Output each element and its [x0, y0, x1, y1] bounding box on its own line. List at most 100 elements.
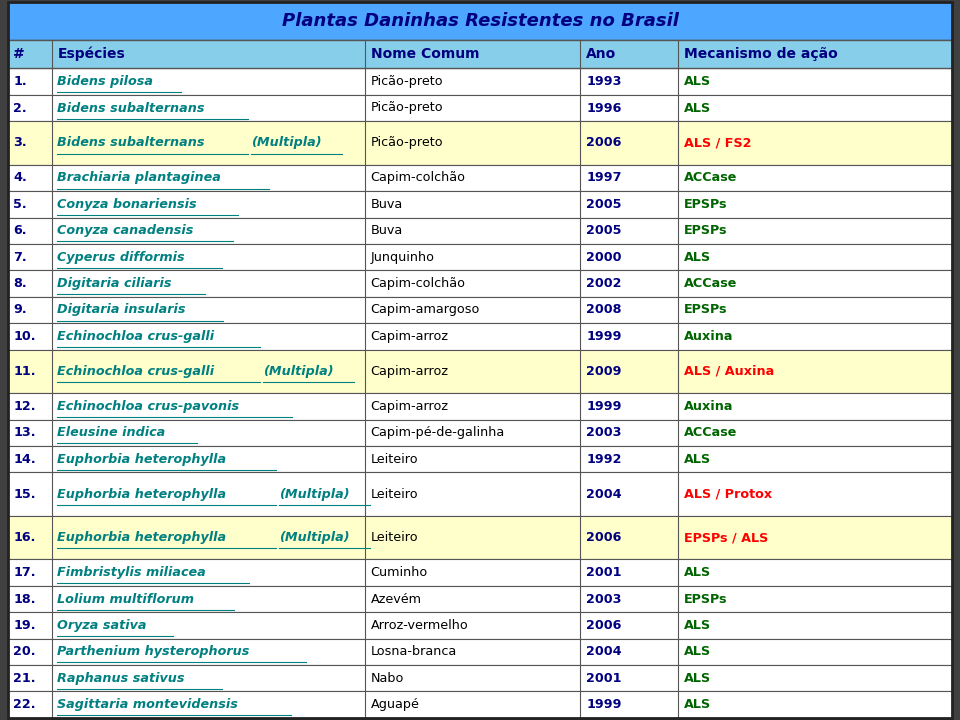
- Text: 17.: 17.: [13, 566, 36, 579]
- Bar: [8, 516, 952, 559]
- Bar: [8, 472, 952, 516]
- Text: 1.: 1.: [13, 75, 27, 88]
- Text: EPSPs: EPSPs: [684, 593, 728, 606]
- Text: 2009: 2009: [587, 365, 621, 378]
- Text: Auxina: Auxina: [684, 330, 733, 343]
- Text: ALS: ALS: [684, 645, 711, 658]
- Text: ACCase: ACCase: [684, 171, 737, 184]
- Text: 6.: 6.: [13, 224, 27, 238]
- Bar: [8, 639, 952, 665]
- Bar: [8, 612, 952, 639]
- Text: 15.: 15.: [13, 487, 36, 500]
- Text: 2006: 2006: [587, 137, 621, 150]
- Text: Capim-colchão: Capim-colchão: [371, 171, 466, 184]
- Text: Eleusine indica: Eleusine indica: [58, 426, 166, 439]
- Text: Brachiaria plantaginea: Brachiaria plantaginea: [58, 171, 222, 184]
- Text: 1996: 1996: [587, 102, 621, 114]
- Text: Conyza canadensis: Conyza canadensis: [58, 224, 194, 238]
- Text: ALS: ALS: [684, 251, 711, 264]
- Text: Oryza sativa: Oryza sativa: [58, 619, 147, 632]
- Text: Euphorbia heterophylla: Euphorbia heterophylla: [58, 487, 227, 500]
- Bar: [8, 323, 952, 349]
- Text: 9.: 9.: [13, 303, 27, 317]
- Text: Bidens subalternans: Bidens subalternans: [58, 137, 205, 150]
- Text: 2001: 2001: [587, 566, 621, 579]
- Text: Mecanismo de ação: Mecanismo de ação: [684, 47, 838, 61]
- Text: Echinochloa crus-galli: Echinochloa crus-galli: [58, 365, 215, 378]
- Bar: [8, 191, 952, 217]
- Bar: [8, 2, 952, 40]
- Text: 2008: 2008: [587, 303, 621, 317]
- Text: ALS: ALS: [684, 566, 711, 579]
- Text: Capim-colchão: Capim-colchão: [371, 277, 466, 290]
- Text: Plantas Daninhas Resistentes no Brasil: Plantas Daninhas Resistentes no Brasil: [281, 12, 679, 30]
- Text: Echinochloa crus-galli: Echinochloa crus-galli: [58, 330, 215, 343]
- Text: 1999: 1999: [587, 400, 621, 413]
- Text: #: #: [13, 47, 25, 61]
- Bar: [8, 121, 952, 165]
- Bar: [8, 665, 952, 691]
- Bar: [8, 270, 952, 297]
- Bar: [8, 297, 952, 323]
- Text: 1999: 1999: [587, 698, 621, 711]
- Text: Picão-preto: Picão-preto: [371, 137, 444, 150]
- Text: (Multipla): (Multipla): [251, 137, 322, 150]
- Text: EPSPs: EPSPs: [684, 303, 728, 317]
- Text: 2000: 2000: [587, 251, 621, 264]
- Text: Euphorbia heterophylla: Euphorbia heterophylla: [58, 531, 227, 544]
- Bar: [8, 559, 952, 586]
- Text: 4.: 4.: [13, 171, 27, 184]
- Text: 11.: 11.: [13, 365, 36, 378]
- Text: 2002: 2002: [587, 277, 621, 290]
- Text: ACCase: ACCase: [684, 277, 737, 290]
- Text: 5.: 5.: [13, 198, 27, 211]
- Text: Picão-preto: Picão-preto: [371, 102, 444, 114]
- Text: Euphorbia heterophylla: Euphorbia heterophylla: [58, 453, 227, 466]
- Text: Sagittaria montevidensis: Sagittaria montevidensis: [58, 698, 238, 711]
- Text: ALS: ALS: [684, 698, 711, 711]
- Text: ALS: ALS: [684, 102, 711, 114]
- Text: 2001: 2001: [587, 672, 621, 685]
- Text: (Multipla): (Multipla): [263, 365, 334, 378]
- Text: Conyza bonariensis: Conyza bonariensis: [58, 198, 197, 211]
- Text: 10.: 10.: [13, 330, 36, 343]
- Bar: [8, 68, 952, 95]
- Text: Echinochloa crus-pavonis: Echinochloa crus-pavonis: [58, 400, 240, 413]
- Text: 2.: 2.: [13, 102, 27, 114]
- Text: 2006: 2006: [587, 619, 621, 632]
- Text: ALS: ALS: [684, 619, 711, 632]
- Text: 22.: 22.: [13, 698, 36, 711]
- Text: ACCase: ACCase: [684, 426, 737, 439]
- Text: Capim-pé-de-galinha: Capim-pé-de-galinha: [371, 426, 505, 439]
- Text: 2004: 2004: [587, 645, 622, 658]
- Text: Lolium multiflorum: Lolium multiflorum: [58, 593, 195, 606]
- Text: 14.: 14.: [13, 453, 36, 466]
- Bar: [8, 393, 952, 420]
- Text: Digitaria insularis: Digitaria insularis: [58, 303, 186, 317]
- Text: EPSPs: EPSPs: [684, 224, 728, 238]
- Text: Raphanus sativus: Raphanus sativus: [58, 672, 185, 685]
- Bar: [8, 349, 952, 393]
- Text: Capim-arroz: Capim-arroz: [371, 400, 448, 413]
- Bar: [8, 40, 952, 68]
- Text: Azevém: Azevém: [371, 593, 421, 606]
- Text: Aguapé: Aguapé: [371, 698, 420, 711]
- Text: 2003: 2003: [587, 426, 621, 439]
- Text: Buva: Buva: [371, 224, 403, 238]
- Text: 13.: 13.: [13, 426, 36, 439]
- Text: Junquinho: Junquinho: [371, 251, 435, 264]
- Text: 2005: 2005: [587, 224, 621, 238]
- Text: Nabo: Nabo: [371, 672, 404, 685]
- Text: EPSPs / ALS: EPSPs / ALS: [684, 531, 768, 544]
- Text: Capim-arroz: Capim-arroz: [371, 330, 448, 343]
- Bar: [8, 165, 952, 191]
- Text: Picão-preto: Picão-preto: [371, 75, 444, 88]
- Bar: [8, 244, 952, 270]
- Text: 8.: 8.: [13, 277, 27, 290]
- Text: Leiteiro: Leiteiro: [371, 531, 419, 544]
- Text: Capim-arroz: Capim-arroz: [371, 365, 448, 378]
- Text: Ano: Ano: [587, 47, 616, 61]
- Text: Buva: Buva: [371, 198, 403, 211]
- Text: Bidens pilosa: Bidens pilosa: [58, 75, 154, 88]
- Bar: [8, 95, 952, 121]
